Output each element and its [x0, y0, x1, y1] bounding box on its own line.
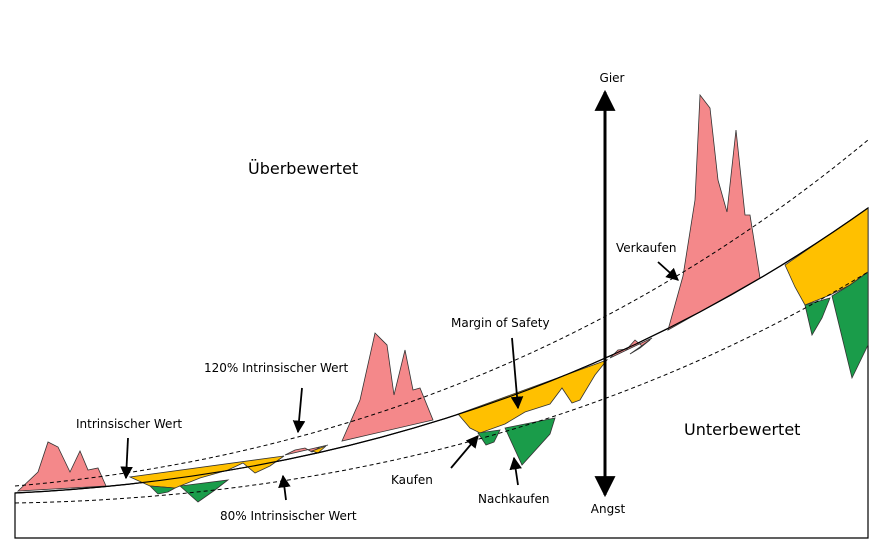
intrinsic-line: [14, 207, 869, 494]
undervalued-label: Unterbewertet: [684, 420, 800, 439]
value-80-label: 80% Intrinsischer Wert: [220, 509, 357, 523]
pointers: [120, 261, 679, 501]
fear-label: Angst: [591, 502, 626, 516]
sell-label: Verkaufen: [616, 241, 677, 255]
intrinsic-label: Intrinsischer Wert: [76, 417, 182, 431]
margin-label: Margin of Safety: [451, 316, 550, 330]
overvalued-peaks: [16, 93, 761, 492]
line-120: [14, 139, 869, 487]
overvalued-label: Überbewertet: [248, 159, 358, 178]
buy-label: Kaufen: [391, 473, 433, 487]
buy-more-label: Nachkaufen: [478, 492, 549, 506]
greed-label: Gier: [600, 71, 625, 85]
value-120-label: 120% Intrinsischer Wert: [204, 361, 348, 375]
